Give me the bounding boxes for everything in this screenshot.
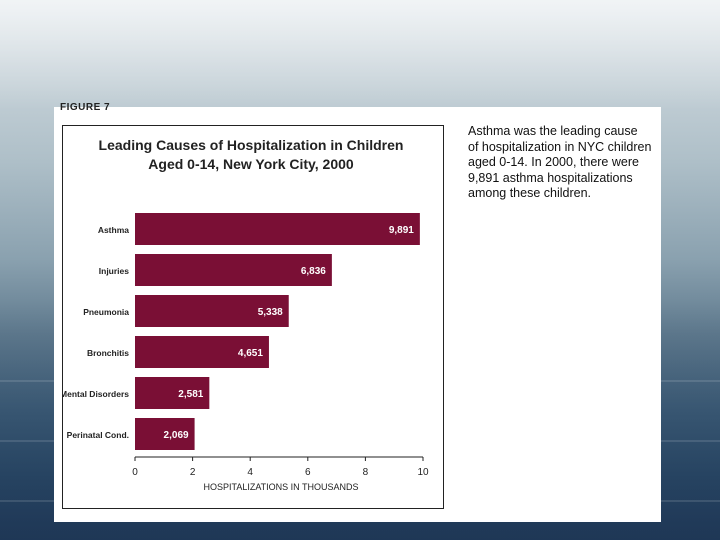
figure-label: FIGURE 7 bbox=[60, 102, 111, 113]
category-label: Mental Disorders bbox=[63, 389, 129, 399]
note-line: 9,891 asthma hospitalizations bbox=[468, 170, 633, 185]
bar bbox=[135, 295, 289, 327]
bar bbox=[135, 418, 195, 450]
note-line: among these children. bbox=[468, 186, 591, 200]
chart-subtitle: Aged 0-14, New York City, 2000 bbox=[148, 156, 354, 172]
bar-value-label: 5,338 bbox=[258, 307, 283, 318]
x-tick-label: 2 bbox=[190, 467, 196, 478]
bar bbox=[135, 213, 420, 245]
x-tick-label: 6 bbox=[305, 467, 311, 478]
note-line: aged 0-14. In 2000, there were bbox=[468, 155, 639, 169]
bar-value-label: 2,069 bbox=[164, 430, 189, 441]
note-line: of hospitalization in NYC children bbox=[468, 139, 652, 154]
chart-frame: Leading Causes of Hospitalization in Chi… bbox=[62, 125, 444, 509]
category-label: Injuries bbox=[99, 266, 130, 276]
category-label: Asthma bbox=[98, 225, 129, 235]
x-axis: 0 2 4 6 8 10 bbox=[132, 456, 429, 478]
bar bbox=[135, 377, 210, 409]
chart-title: Leading Causes of Hospitalization in Chi… bbox=[99, 137, 404, 153]
x-tick-label: 4 bbox=[247, 467, 253, 478]
bar-value-label: 6,836 bbox=[301, 266, 326, 277]
bar-value-label: 2,581 bbox=[178, 389, 203, 400]
background-highlight bbox=[0, 0, 720, 110]
category-label: Bronchitis bbox=[87, 348, 129, 358]
bar bbox=[135, 254, 332, 286]
bar bbox=[135, 336, 269, 368]
summary-note: Asthma was the leading cause of hospitali… bbox=[468, 124, 656, 202]
bar-value-label: 9,891 bbox=[389, 225, 414, 236]
category-label: Perinatal Cond. bbox=[67, 430, 129, 440]
bar-chart: Leading Causes of Hospitalization in Chi… bbox=[63, 137, 429, 492]
note-line: Asthma was the leading cause bbox=[468, 124, 638, 138]
x-tick-label: 10 bbox=[417, 467, 429, 478]
x-tick-label: 0 bbox=[132, 467, 138, 478]
bar-value-label: 4,651 bbox=[238, 348, 263, 359]
category-label: Pneumonia bbox=[83, 307, 129, 317]
x-axis-label: HOSPITALIZATIONS IN THOUSANDS bbox=[203, 482, 358, 492]
x-tick-label: 8 bbox=[363, 467, 369, 478]
slide-panel: FIGURE 7 Leading Causes of Hospitalizati… bbox=[54, 102, 661, 522]
bars-layer: 9,891 Asthma 6,836 Injuries 5,338 Pneumonia 4,… bbox=[63, 213, 420, 450]
